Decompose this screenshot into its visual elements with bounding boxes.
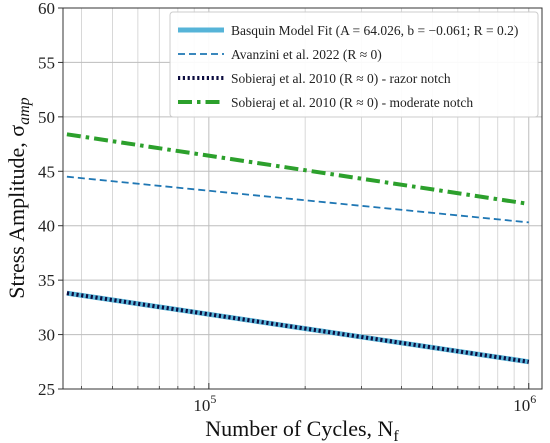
legend-items: Basquin Model Fit (A = 64.026, b = −0.06… [178, 23, 518, 110]
y-axis-ticks: 25 30 35 40 45 50 55 60 [38, 0, 63, 399]
x-axis-ticks: 105 106 [81, 383, 536, 415]
series-line-3 [66, 291, 530, 364]
y-tick-label: 40 [38, 217, 55, 236]
legend-box [169, 11, 539, 118]
legend-label: Basquin Model Fit (A = 64.026, b = −0.06… [231, 23, 518, 38]
series-line-2 [66, 175, 529, 224]
legend: Basquin Model Fit (A = 64.026, b = −0.06… [169, 11, 539, 118]
y-tick-label: 35 [38, 271, 55, 290]
series-layer [66, 132, 530, 365]
y-tick-label: 60 [38, 0, 55, 18]
plot-frame [62, 7, 543, 390]
y-tick-label: 55 [38, 53, 55, 72]
legend-label: Sobieraj et al. 2010 (R ≈ 0) - razor not… [231, 71, 451, 86]
y-tick-label: 50 [38, 108, 55, 127]
y-tick-label: 45 [38, 162, 55, 181]
legend-label: Sobieraj et al. 2010 (R ≈ 0) - moderate … [231, 95, 473, 110]
x-tick-label: 105 [193, 392, 216, 415]
x-tick-label: 106 [513, 392, 536, 415]
x-axis-title: Number of Cycles, Nf [205, 416, 399, 443]
y-tick-label: 30 [38, 326, 55, 345]
y-axis-title: Stress Amplitude, σamp [4, 97, 33, 298]
legend-label: Avanzini et al. 2022 (R ≈ 0) [231, 47, 382, 62]
series-line-4 [66, 132, 530, 206]
y-tick-label: 25 [38, 380, 55, 399]
